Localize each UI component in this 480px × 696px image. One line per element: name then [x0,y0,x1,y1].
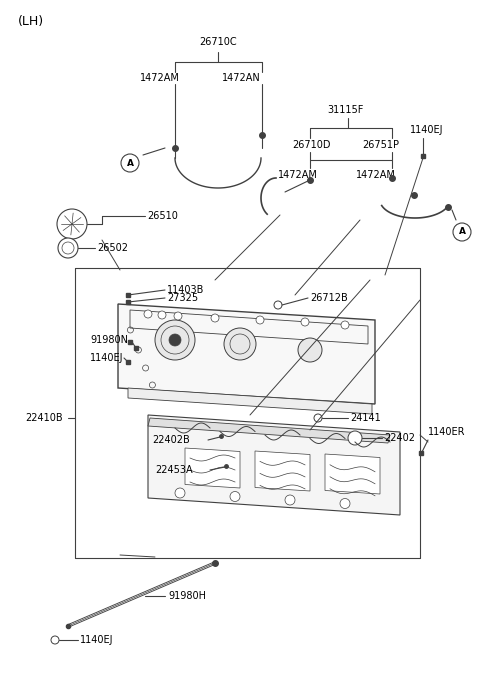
Text: 1472AM: 1472AM [356,170,396,180]
Text: 26710D: 26710D [292,140,331,150]
Text: 27325: 27325 [167,293,198,303]
Text: 1472AM: 1472AM [278,170,318,180]
Text: 24141: 24141 [350,413,381,423]
Circle shape [158,311,166,319]
Circle shape [301,318,309,326]
Text: 1140EJ: 1140EJ [80,635,113,645]
Circle shape [298,338,322,362]
Circle shape [169,334,181,346]
Text: 22453A: 22453A [155,465,192,475]
Circle shape [58,238,78,258]
Polygon shape [148,415,400,515]
Circle shape [121,154,139,172]
Circle shape [155,320,195,360]
Polygon shape [325,454,380,494]
Text: 91980N: 91980N [90,335,128,345]
Circle shape [348,431,362,445]
Circle shape [453,223,471,241]
Circle shape [175,488,185,498]
Text: 22402: 22402 [384,433,415,443]
Circle shape [211,314,219,322]
Circle shape [57,209,87,239]
Text: 26751P: 26751P [362,140,399,150]
Polygon shape [255,451,310,491]
Circle shape [285,495,295,505]
Text: 26710C: 26710C [199,37,237,47]
Circle shape [224,328,256,360]
Text: 11403B: 11403B [167,285,204,295]
Text: 91980H: 91980H [168,591,206,601]
Text: 31115F: 31115F [327,105,363,115]
Text: 22402B: 22402B [152,435,190,445]
Text: 26502: 26502 [97,243,128,253]
Text: 26510: 26510 [147,211,178,221]
Circle shape [341,321,349,329]
Text: A: A [127,159,133,168]
Circle shape [340,498,350,509]
Polygon shape [128,388,372,414]
Text: (LH): (LH) [18,15,44,29]
Polygon shape [118,304,375,404]
Circle shape [256,316,264,324]
Text: 1472AN: 1472AN [222,73,261,83]
Text: 22410B: 22410B [25,413,62,423]
Circle shape [144,310,152,318]
Circle shape [174,312,182,320]
Polygon shape [185,448,240,488]
Text: 1140EJ: 1140EJ [90,353,123,363]
Text: 26712B: 26712B [310,293,348,303]
Polygon shape [148,418,390,443]
Text: A: A [458,228,466,237]
Text: 1472AM: 1472AM [140,73,180,83]
Circle shape [230,491,240,502]
Text: 1140ER: 1140ER [428,427,466,437]
Text: 1140EJ: 1140EJ [410,125,444,135]
